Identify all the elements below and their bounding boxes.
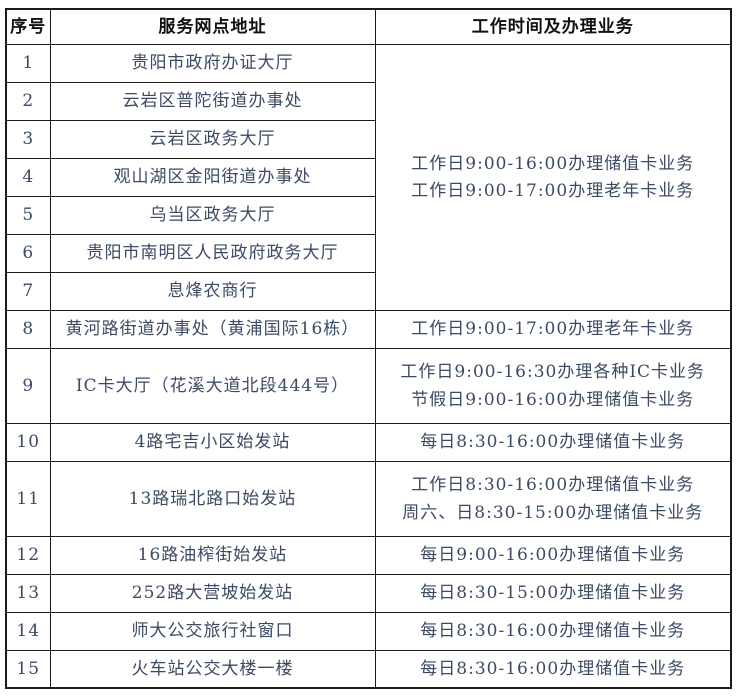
table-row: 15 火车站公交大楼一楼 每日8:30-16:00办理储值卡业务: [5, 649, 732, 689]
table-row: 4 观山湖区金阳街道办事处: [5, 157, 731, 197]
address-cell: 乌当区政务大厅: [49, 195, 376, 235]
address-cell: 火车站公交大楼一楼: [49, 649, 376, 689]
hours-cell-merged: 工作日9:00-16:00办理储值卡业务 工作日9:00-17:00办理老年卡业…: [374, 43, 732, 311]
address-cell: 16路油榨街始发站: [49, 535, 376, 575]
hours-line: 工作日9:00-16:00办理储值卡业务: [411, 153, 695, 174]
address-cell: 4路宅吉小区始发站: [49, 422, 376, 462]
table-row: 6 贵阳市南明区人民政府政务大厅: [5, 233, 731, 273]
table-row: 13 252路大营坡始发站 每日8:30-15:00办理储值卡业务: [5, 573, 732, 613]
header-no: 序号: [5, 8, 51, 45]
address-cell: 13路瑞北路口始发站: [49, 460, 376, 537]
address-cell: 观山湖区金阳街道办事处: [49, 157, 376, 197]
hours-cell: 每日8:30-15:00办理储值卡业务: [374, 573, 732, 613]
service-locations-table: 序号 服务网点地址 工作时间及办理业务 1 贵阳市政府办证大厅 工作日9:00-…: [5, 8, 732, 689]
address-cell: 252路大营坡始发站: [49, 573, 376, 613]
hours-cell: 每日8:30-16:00办理储值卡业务: [374, 422, 732, 462]
table-row: 1 贵阳市政府办证大厅 工作日9:00-16:00办理储值卡业务 工作日9:00…: [5, 43, 732, 311]
hours-cell: 每日9:00-16:00办理储值卡业务: [374, 535, 732, 575]
hours-cell: 每日8:30-16:00办理储值卡业务: [374, 611, 732, 651]
hours-cell: 工作日8:30-16:00办理储值卡业务 周六、日8:30-15:00办理储值卡…: [374, 460, 732, 537]
hours-line: 工作日9:00-17:00办理老年卡业务: [411, 180, 695, 201]
row-number-cell: 7: [5, 271, 51, 311]
table-row: 7 息烽农商行: [5, 271, 731, 311]
address-cell: IC卡大厅（花溪大道北段444号）: [49, 347, 376, 424]
hours-line: 工作日8:30-16:00办理储值卡业务: [411, 474, 695, 495]
hours-line: 节假日9:00-16:00办理储值卡业务: [411, 389, 695, 410]
address-cell: 黄河路街道办事处（黄浦国际16栋）: [49, 309, 376, 349]
table-row: 10 4路宅吉小区始发站 每日8:30-16:00办理储值卡业务: [5, 422, 732, 462]
row-number-cell: 8: [5, 309, 51, 349]
row-number-cell: 12: [5, 535, 51, 575]
address-cell: 息烽农商行: [49, 271, 376, 311]
row-number-cell: 4: [5, 157, 51, 197]
row-number-cell: 2: [5, 81, 51, 121]
row-number-cell: 1: [5, 43, 51, 83]
row-number-cell: 14: [5, 611, 51, 651]
address-cell: 贵阳市政府办证大厅: [49, 43, 376, 83]
row-number-cell: 9: [5, 347, 51, 424]
address-cell: 云岩区普陀街道办事处: [49, 81, 376, 121]
table-row: 12 16路油榨街始发站 每日9:00-16:00办理储值卡业务: [5, 535, 732, 575]
row-number-cell: 3: [5, 119, 51, 159]
hours-cell: 工作日9:00-16:30办理各种IC卡业务 节假日9:00-16:00办理储值…: [374, 347, 732, 424]
header-row: 序号 服务网点地址 工作时间及办理业务: [5, 8, 732, 45]
row-number-cell: 11: [5, 460, 51, 537]
hours-cell: 每日8:30-16:00办理储值卡业务: [374, 649, 732, 689]
table-row: 8 黄河路街道办事处（黄浦国际16栋） 工作日9:00-17:00办理老年卡业务: [5, 309, 732, 349]
header-hours: 工作时间及办理业务: [374, 8, 732, 45]
row-number-cell: 13: [5, 573, 51, 613]
table-row: 9 IC卡大厅（花溪大道北段444号） 工作日9:00-16:30办理各种IC卡…: [5, 347, 732, 424]
hours-line: 周六、日8:30-15:00办理储值卡业务: [402, 502, 704, 523]
table-row: 14 师大公交旅行社窗口 每日8:30-16:00办理储值卡业务: [5, 611, 732, 651]
row-number-cell: 5: [5, 195, 51, 235]
table-row: 3 云岩区政务大厅: [5, 119, 731, 159]
address-cell: 贵阳市南明区人民政府政务大厅: [49, 233, 376, 273]
table-row: 5 乌当区政务大厅: [5, 195, 731, 235]
row-number-cell: 15: [5, 649, 51, 689]
hours-line: 工作日9:00-16:30办理各种IC卡业务: [400, 361, 706, 382]
hours-cell: 工作日9:00-17:00办理老年卡业务: [374, 309, 732, 349]
row-number-cell: 10: [5, 422, 51, 462]
header-address: 服务网点地址: [49, 8, 376, 45]
table-row: 11 13路瑞北路口始发站 工作日8:30-16:00办理储值卡业务 周六、日8…: [5, 460, 732, 537]
address-cell: 师大公交旅行社窗口: [49, 611, 376, 651]
address-cell: 云岩区政务大厅: [49, 119, 376, 159]
row-number-cell: 6: [5, 233, 51, 273]
